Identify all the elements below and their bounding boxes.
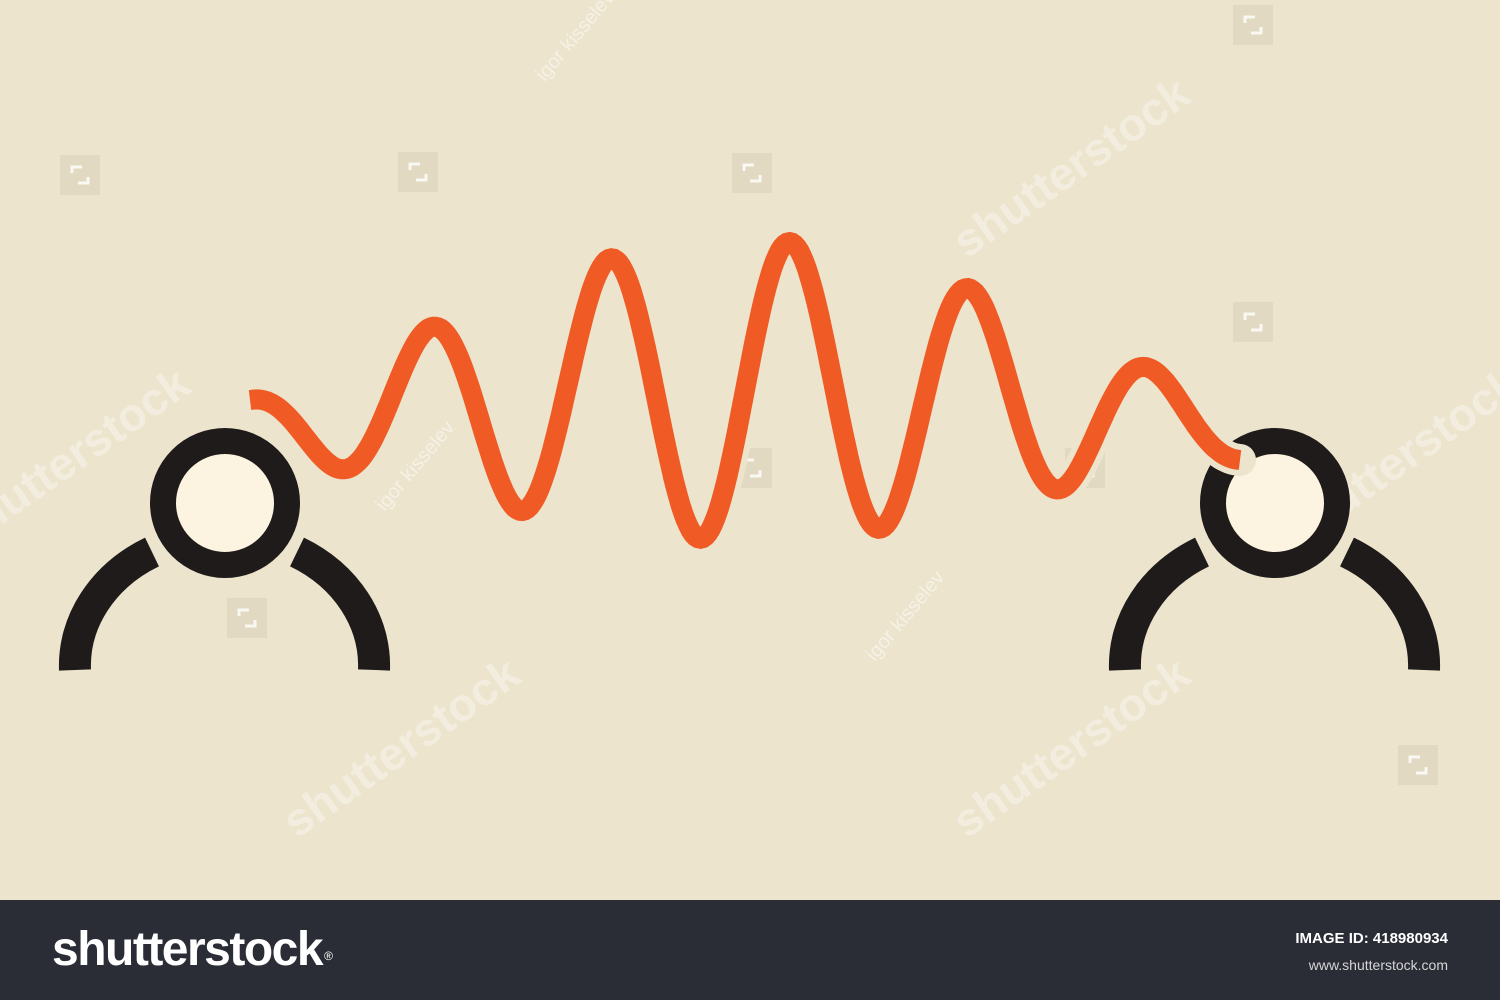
illustration-canvas: shutterstock shutterstock shutterstock shut… [0, 0, 1500, 847]
watermark-square-icon [398, 152, 438, 192]
image-id-value: 418980934 [1372, 930, 1448, 947]
watermark-square-icon [227, 598, 267, 638]
watermark-artist-text: igor kisselev [532, 0, 620, 85]
left-person-left-shoulder [58, 537, 160, 671]
site-url: www.shutterstock.com [1308, 957, 1448, 973]
watermark-artist-text: igor kisselev [862, 567, 950, 665]
image-meta: IMAGE ID: 418980934 www.shutterstock.com [1295, 928, 1448, 976]
watermark-glyph-icon [742, 163, 762, 183]
watermark-glyph-icon [1243, 15, 1263, 35]
left-person-right-shoulder [289, 537, 391, 671]
watermark-square-icon [60, 155, 100, 195]
footer-bar: shutterstock ® IMAGE ID: 418980934 www.sh… [0, 900, 1500, 1000]
watermark-glyph-icon [1408, 755, 1428, 775]
left-person-icon [58, 428, 391, 671]
left-person-head [150, 428, 300, 578]
watermark-logo-text: shutterstock [943, 646, 1199, 847]
watermark-glyph-icon [70, 165, 90, 185]
right-person-right-shoulder [1339, 537, 1441, 671]
signal-wave [248, 231, 1242, 549]
watermark-glyph-icon [237, 608, 257, 628]
watermark-square-icon [732, 153, 772, 193]
image-id-label: IMAGE ID: [1295, 930, 1369, 947]
brand-text: shutterstock [52, 923, 324, 976]
watermark-square-icon [1233, 5, 1273, 45]
right-person-left-shoulder [1108, 537, 1210, 671]
watermark-glyph-icon [408, 162, 428, 182]
brand-registered-mark: ® [324, 949, 333, 963]
image-id-line: IMAGE ID: 418980934 [1295, 928, 1448, 950]
watermark-logo-text: shutterstock [273, 646, 529, 847]
watermark-logo-text: shutterstock [943, 66, 1199, 267]
watermark-square-icon [1233, 302, 1273, 342]
watermark-square-icon [1398, 745, 1438, 785]
brand-logo: shutterstock ® [52, 922, 333, 978]
watermark-glyph-icon [1243, 312, 1263, 332]
